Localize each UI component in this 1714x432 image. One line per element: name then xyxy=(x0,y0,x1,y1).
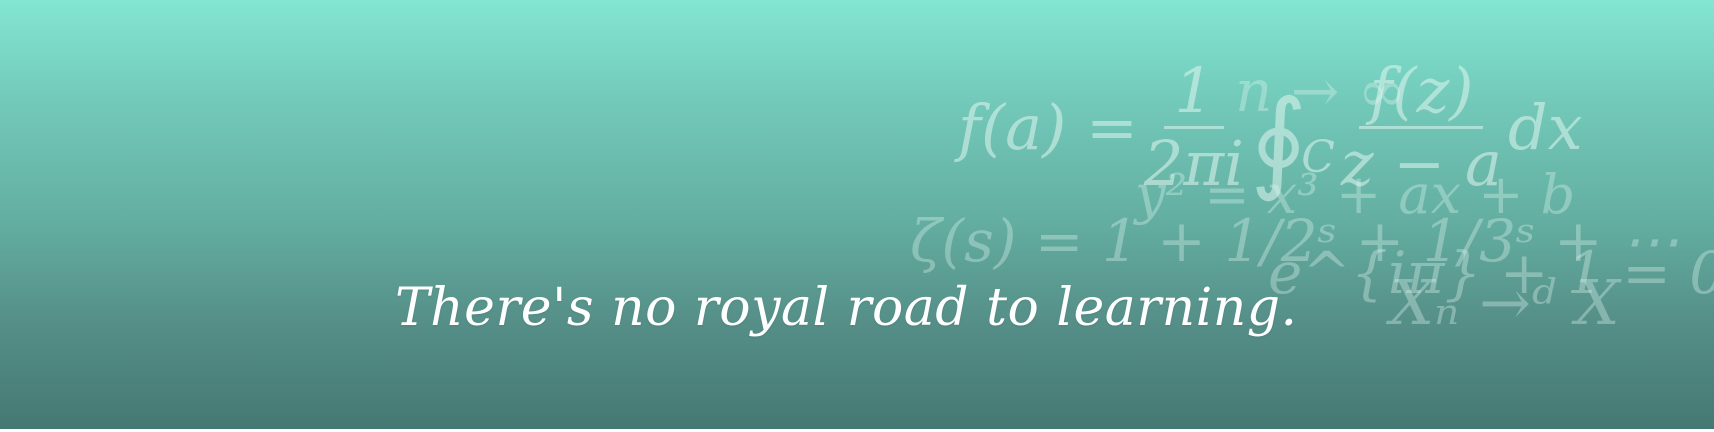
formula-convergence: Xₙ →ᵈ X xyxy=(1390,266,1620,339)
formula-euler: e^{iπ} + 1 = 0 xyxy=(1268,239,1714,307)
contour-integral-symbol: ∮ xyxy=(1249,75,1308,204)
formula-limit: n → ∞ xyxy=(1235,57,1407,125)
formula-cauchy-integral: f(a) = 1 2πi ∮ C f(z) z − a dx xyxy=(958,60,1583,195)
cauchy-frac1-denominator: 2πi xyxy=(1143,127,1244,200)
contour-label: C xyxy=(1301,131,1335,183)
cauchy-fraction-1: 1 2πi xyxy=(1144,60,1244,195)
cauchy-frac1-numerator: 1 xyxy=(1164,60,1224,129)
cauchy-frac2-numerator: f(z) xyxy=(1359,60,1484,129)
cauchy-frac2-denominator: z − a xyxy=(1340,127,1502,200)
cauchy-lhs: f(a) = xyxy=(958,90,1138,164)
cauchy-dx: dx xyxy=(1507,90,1583,164)
cauchy-fraction-2: f(z) z − a xyxy=(1341,60,1502,195)
formula-quadratic: y² = x³ + ax + b xyxy=(1135,163,1576,226)
banner-quote: There's no royal road to learning. xyxy=(395,278,1298,338)
formula-zeta: ζ(s) = 1 + 1/2ˢ + 1/3ˢ + ⋯ xyxy=(910,207,1680,275)
banner-bottom-border xyxy=(0,429,1714,432)
